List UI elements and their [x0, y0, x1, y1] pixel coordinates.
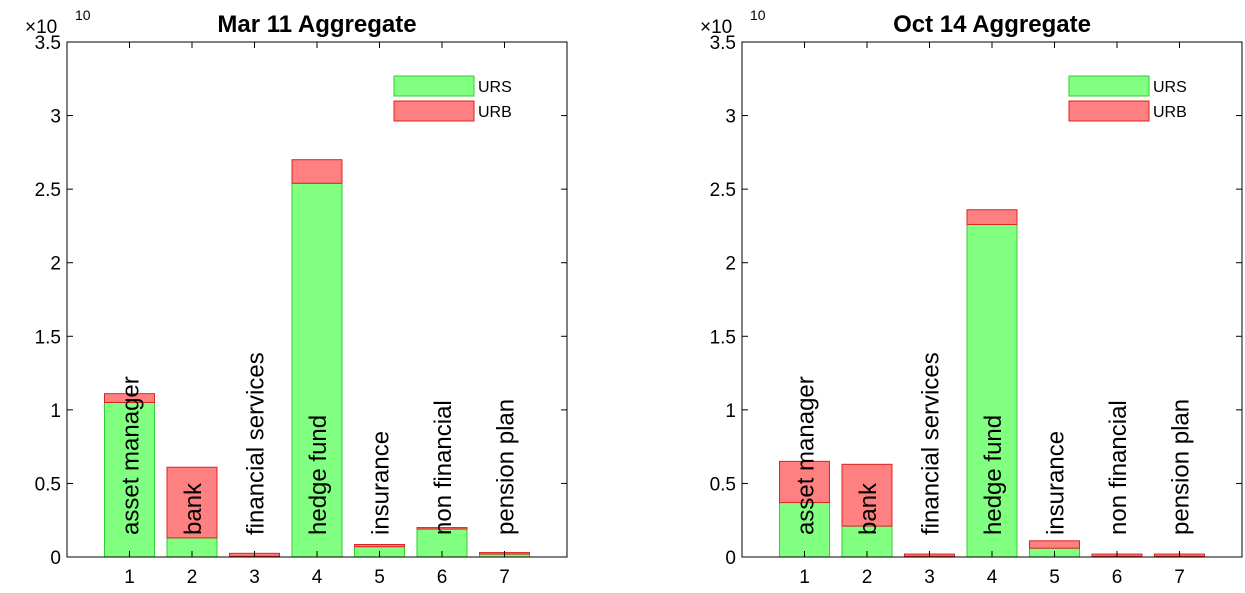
category-label: pension plan: [1168, 399, 1195, 535]
y-tick-label: 0: [725, 548, 736, 569]
x-tick-label: 4: [312, 567, 323, 588]
legend-label-urb: URB: [1153, 104, 1187, 121]
y-tick-label: 3.5: [35, 33, 61, 54]
y-tick-label: 0.5: [710, 474, 736, 495]
axis-multiplier: ×10: [700, 17, 732, 38]
category-label: financial services: [918, 352, 945, 535]
legend-swatch-urb: [393, 100, 475, 122]
legend-swatch-urs: [1068, 75, 1150, 97]
x-tick-label: 1: [799, 567, 810, 588]
y-tick-label: 0.5: [35, 474, 61, 495]
category-label: asset manager: [793, 376, 820, 535]
bar-urb-2: [166, 466, 218, 539]
bar-urb-1: [104, 393, 155, 403]
category-label: asset manager: [118, 376, 145, 535]
x-tick-label: 3: [924, 567, 935, 588]
category-label: insurance: [1043, 431, 1070, 535]
bar-urb-5: [354, 543, 405, 548]
y-tick-label: 3: [725, 107, 736, 128]
category-label: hedge fund: [305, 415, 332, 535]
category-label: non financial: [430, 400, 457, 535]
x-tick-label: 6: [437, 567, 448, 588]
axis-multiplier-exponent: 10: [750, 7, 766, 23]
y-tick-label: 1: [50, 401, 61, 422]
legend-label-urb: URB: [478, 104, 512, 121]
bar-urb-2: [841, 463, 893, 527]
category-label: non financial: [1105, 400, 1132, 535]
x-tick-label: 7: [1174, 567, 1185, 588]
y-tick-label: 2: [725, 254, 736, 275]
x-tick-label: 7: [499, 567, 510, 588]
x-tick-label: 3: [249, 567, 260, 588]
category-label: insurance: [368, 431, 395, 535]
category-label: pension plan: [493, 399, 520, 535]
y-tick-label: 2.5: [35, 180, 61, 201]
category-label: bank: [855, 482, 882, 535]
bar-urb-4: [291, 159, 343, 184]
bar-urs-4: [291, 182, 343, 558]
bar-urs-1: [104, 402, 155, 558]
legend-swatch-urb: [1068, 100, 1150, 122]
chart-title: Oct 14 Aggregate: [893, 11, 1091, 38]
x-tick-label: 5: [374, 567, 385, 588]
legend-label-urs: URS: [478, 79, 512, 96]
legend-label-urs: URS: [1153, 79, 1187, 96]
chart-panel-2: 0 0.5 1 1.5 2 2.5 3 3.5 1 2 3 4 5 6 7 asset manager bank…: [700, 7, 1243, 588]
x-tick-label: 5: [1049, 567, 1060, 588]
y-tick-label: 1: [725, 401, 736, 422]
y-tick-label: 0: [50, 548, 61, 569]
x-tick-label: 1: [124, 567, 135, 588]
y-tick-label: 3.5: [710, 33, 736, 54]
category-label: bank: [180, 482, 207, 535]
y-tick-label: 2: [50, 254, 61, 275]
category-label: hedge fund: [980, 415, 1007, 535]
axis-multiplier-exponent: 10: [75, 7, 91, 23]
bar-urb-1: [779, 460, 830, 504]
x-tick-label: 2: [187, 567, 198, 588]
bar-urs-1: [779, 502, 830, 558]
x-tick-label: 4: [987, 567, 998, 588]
bar-urb-5: [1029, 540, 1080, 549]
bar-urb-6: [416, 527, 468, 530]
chart-panel-1: 0 0.5 1 1.5 2 2.5 3 3.5 1 2 3 4 5 6 7 asset manager bank…: [25, 7, 568, 588]
legend-swatch-urs: [393, 75, 475, 97]
bar-urb-4: [966, 209, 1018, 225]
axis-multiplier: ×10: [25, 17, 57, 38]
bar-urs-4: [966, 223, 1018, 558]
y-tick-label: 1.5: [35, 327, 61, 348]
x-tick-label: 2: [862, 567, 873, 588]
y-tick-label: 3: [50, 107, 61, 128]
category-label: financial services: [243, 352, 270, 535]
x-tick-label: 6: [1112, 567, 1123, 588]
chart-title: Mar 11 Aggregate: [217, 11, 416, 38]
y-tick-label: 1.5: [710, 327, 736, 348]
y-tick-label: 2.5: [710, 180, 736, 201]
